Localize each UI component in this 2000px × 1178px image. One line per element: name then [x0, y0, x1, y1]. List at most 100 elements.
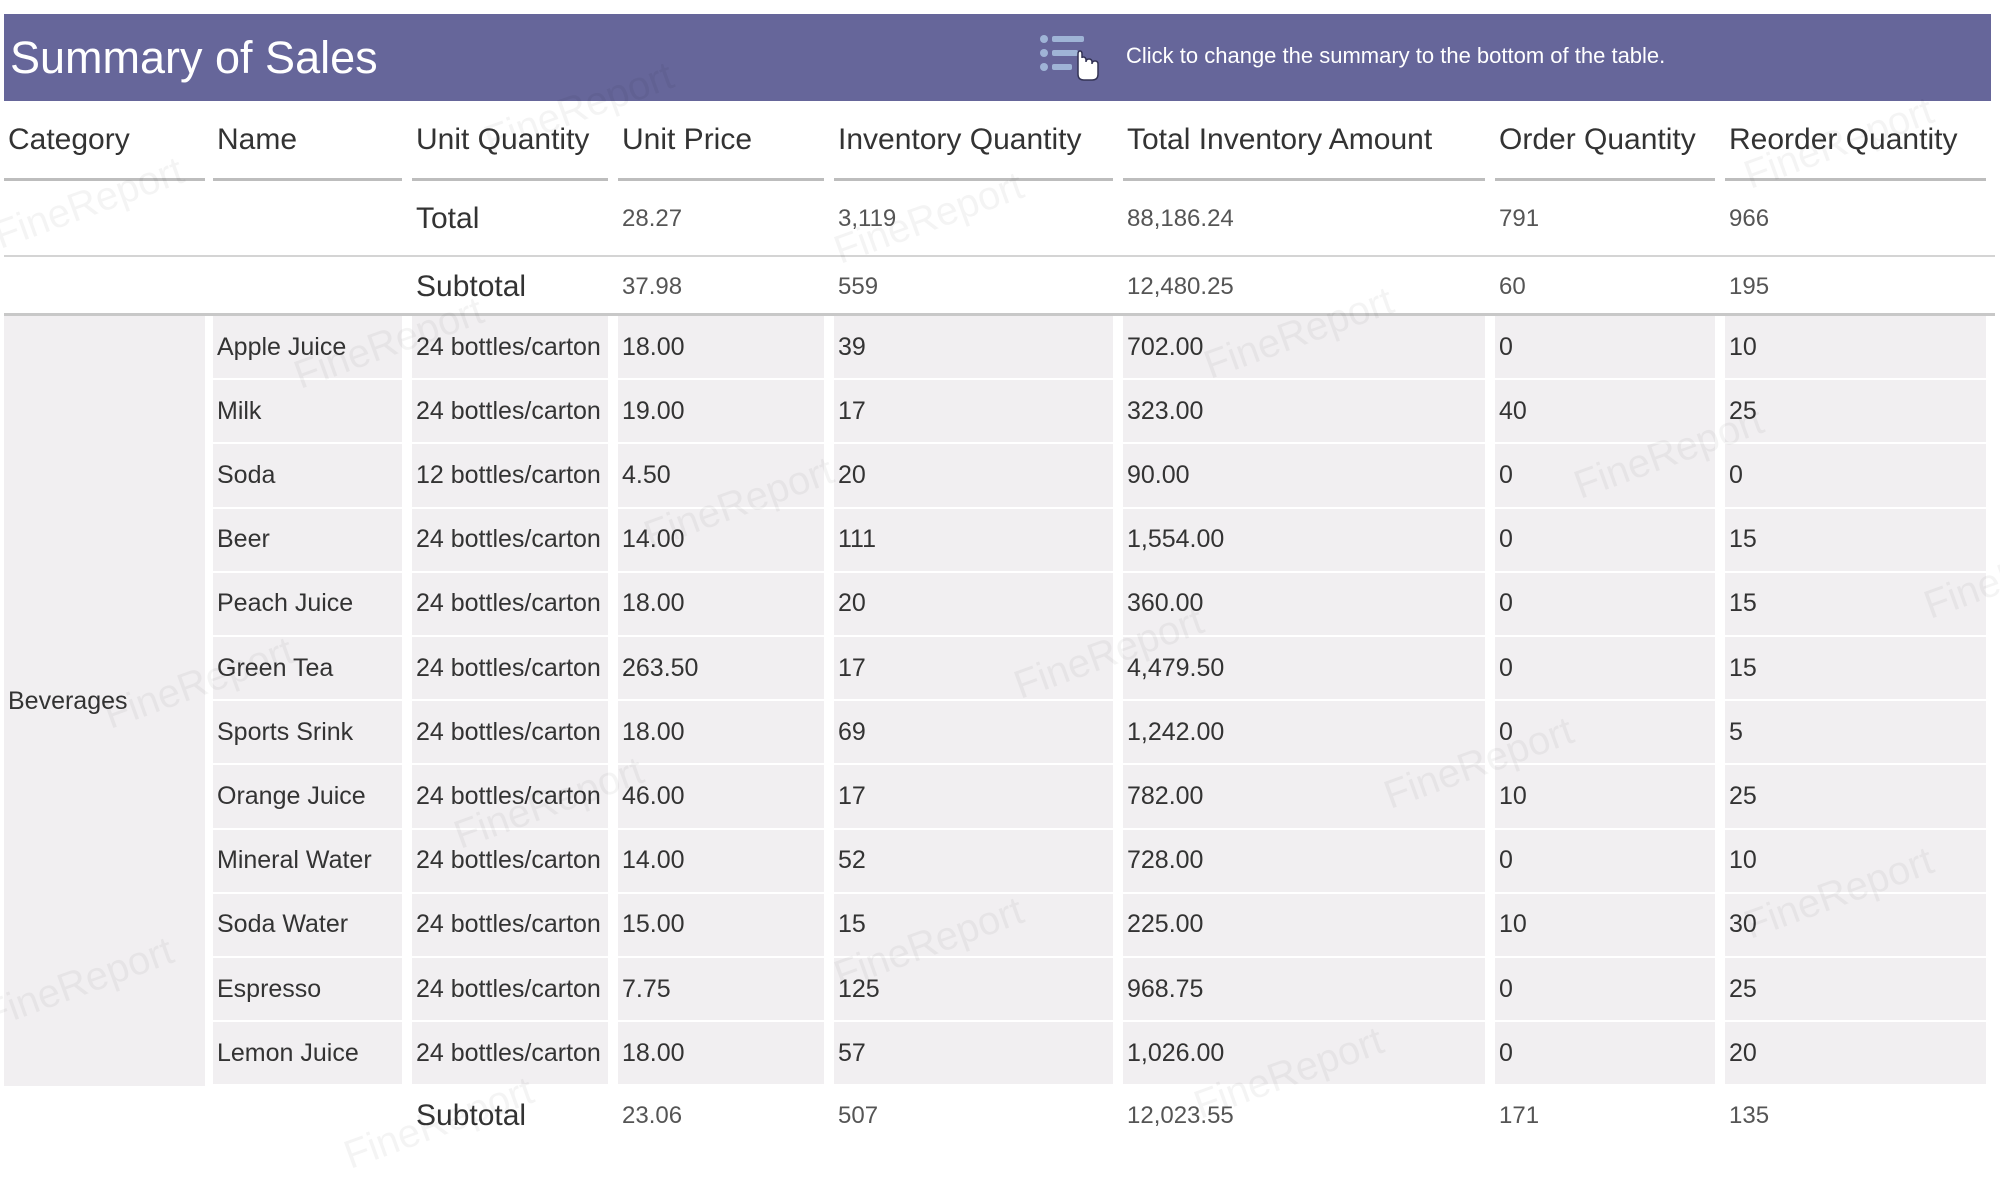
row-unit-quantity: 24 bottles/carton — [412, 380, 608, 445]
row-inventory-quantity: 20 — [834, 444, 1113, 509]
row-unit-price: 14.00 — [618, 829, 824, 894]
row-total-inventory-amount: 1,554.00 — [1123, 508, 1485, 573]
row-inventory-quantity: 17 — [834, 765, 1113, 830]
subtotal-label: Subtotal — [416, 1098, 527, 1132]
row-unit-quantity: 24 bottles/carton — [412, 701, 608, 766]
row-total-inventory-amount: 360.00 — [1123, 572, 1485, 637]
row-order-quantity: 10 — [1495, 893, 1715, 958]
row-order-quantity: 0 — [1495, 508, 1715, 573]
header-category: Category — [4, 101, 205, 181]
row-inventory-quantity: 69 — [834, 701, 1113, 766]
row-total-inventory-amount: 90.00 — [1123, 444, 1485, 509]
row-unit-quantity: 24 bottles/carton — [412, 508, 608, 573]
row-unit-price: 263.50 — [618, 637, 824, 702]
header-name: Name — [213, 101, 402, 181]
row-reorder-quantity: 25 — [1725, 958, 1986, 1023]
row-name: Espresso — [213, 958, 402, 1023]
row-unit-quantity: 24 bottles/carton — [412, 1022, 608, 1087]
row-unit-price: 18.00 — [618, 701, 824, 766]
row-total-inventory-amount: 702.00 — [1123, 316, 1485, 381]
row-total-inventory-amount: 225.00 — [1123, 893, 1485, 958]
row-unit-price: 18.00 — [618, 1022, 824, 1087]
row-unit-price: 14.00 — [618, 508, 824, 573]
row-unit-price: 46.00 — [618, 765, 824, 830]
subtotal-total-inventory-amount: 12,023.55 — [1127, 1101, 1234, 1129]
row-name: Orange Juice — [213, 765, 402, 830]
row-unit-quantity: 24 bottles/carton — [412, 958, 608, 1023]
row-inventory-quantity: 20 — [834, 572, 1113, 637]
row-order-quantity: 0 — [1495, 316, 1715, 381]
row-order-quantity: 0 — [1495, 444, 1715, 509]
row-order-quantity: 0 — [1495, 1022, 1715, 1087]
row-reorder-quantity: 5 — [1725, 701, 1986, 766]
header-inventory-quantity: Inventory Quantity — [834, 101, 1113, 181]
row-name: Sports Srink — [213, 701, 402, 766]
row-reorder-quantity: 0 — [1725, 444, 1986, 509]
total-order-quantity: 791 — [1499, 205, 1540, 232]
total-label: Total — [416, 202, 480, 235]
total-inventory-quantity: 3,119 — [838, 205, 897, 232]
row-total-inventory-amount: 782.00 — [1123, 765, 1485, 830]
row-order-quantity: 0 — [1495, 958, 1715, 1023]
row-total-inventory-amount: 968.75 — [1123, 958, 1485, 1023]
row-order-quantity: 40 — [1495, 380, 1715, 445]
row-name: Beer — [213, 508, 402, 573]
row-reorder-quantity: 15 — [1725, 637, 1986, 702]
row-reorder-quantity: 30 — [1725, 893, 1986, 958]
subtotal-reorder-quantity: 195 — [1729, 272, 1770, 300]
row-unit-price: 4.50 — [618, 444, 824, 509]
row-order-quantity: 0 — [1495, 572, 1715, 637]
subtotal-separator — [4, 313, 1995, 316]
row-name: Lemon Juice — [213, 1022, 402, 1087]
row-order-quantity: 0 — [1495, 701, 1715, 766]
header-reorder-quantity: Reorder Quantity — [1725, 101, 1986, 181]
row-unit-quantity: 12 bottles/carton — [412, 444, 608, 509]
header-unit-price: Unit Price — [618, 101, 824, 181]
row-inventory-quantity: 17 — [834, 380, 1113, 445]
row-unit-quantity: 24 bottles/carton — [412, 829, 608, 894]
row-inventory-quantity: 57 — [834, 1022, 1113, 1087]
row-name: Soda — [213, 444, 402, 509]
row-unit-price: 19.00 — [618, 380, 824, 445]
row-unit-quantity: 24 bottles/carton — [412, 893, 608, 958]
summary-position-toggle[interactable]: Click to change the summary to the botto… — [1038, 30, 1728, 82]
row-order-quantity: 0 — [1495, 637, 1715, 702]
header-order-quantity: Order Quantity — [1495, 101, 1715, 181]
row-reorder-quantity: 20 — [1725, 1022, 1986, 1087]
row-inventory-quantity: 15 — [834, 893, 1113, 958]
total-separator — [4, 255, 1995, 257]
row-order-quantity: 0 — [1495, 829, 1715, 894]
row-name: Green Tea — [213, 637, 402, 702]
subtotal-order-quantity: 60 — [1499, 272, 1526, 300]
row-inventory-quantity: 125 — [834, 958, 1113, 1023]
row-inventory-quantity: 111 — [834, 508, 1113, 573]
row-name: Peach Juice — [213, 572, 402, 637]
summary-toggle-hint[interactable]: Click to change the summary to the botto… — [1126, 43, 1666, 68]
header-total-inventory-amount: Total Inventory Amount — [1123, 101, 1485, 181]
page-title: Summary of Sales — [10, 32, 378, 83]
row-reorder-quantity: 15 — [1725, 508, 1986, 573]
subtotal-inventory-quantity: 559 — [838, 272, 879, 300]
total-total-inventory-amount: 88,186.24 — [1127, 205, 1234, 232]
total-unit-price: 28.27 — [622, 205, 683, 232]
row-reorder-quantity: 10 — [1725, 829, 1986, 894]
subtotal-order-quantity: 171 — [1499, 1101, 1540, 1129]
row-reorder-quantity: 15 — [1725, 572, 1986, 637]
row-unit-quantity: 24 bottles/carton — [412, 637, 608, 702]
subtotal-total-inventory-amount: 12,480.25 — [1127, 272, 1234, 300]
row-unit-price: 18.00 — [618, 572, 824, 637]
row-reorder-quantity: 10 — [1725, 316, 1986, 381]
row-unit-quantity: 24 bottles/carton — [412, 572, 608, 637]
row-name: Soda Water — [213, 893, 402, 958]
row-unit-price: 15.00 — [618, 893, 824, 958]
row-unit-quantity: 24 bottles/carton — [412, 765, 608, 830]
subtotal-label: Subtotal — [416, 269, 527, 303]
row-unit-price: 7.75 — [618, 958, 824, 1023]
subtotal-unit-price: 23.06 — [622, 1101, 683, 1129]
row-reorder-quantity: 25 — [1725, 380, 1986, 445]
row-reorder-quantity: 25 — [1725, 765, 1986, 830]
sales-summary-table: Category Name Unit Quantity Unit Price Inven… — [0, 54, 2000, 1178]
total-reorder-quantity: 966 — [1729, 205, 1770, 232]
row-total-inventory-amount: 1,242.00 — [1123, 701, 1485, 766]
subtotal-unit-price: 37.98 — [622, 272, 683, 300]
